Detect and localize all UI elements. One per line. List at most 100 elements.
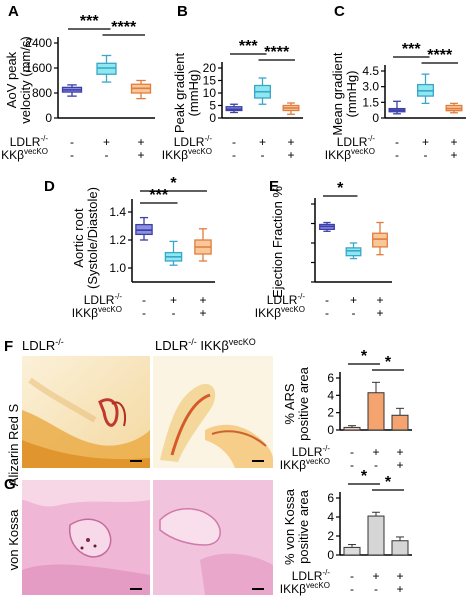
condition-ldlr-sign: - (350, 569, 354, 583)
panel-label-F: F (4, 338, 13, 355)
condition-ikk-sign: - (70, 148, 74, 162)
condition-ikk-text: IKKβ (280, 458, 306, 472)
condition-ldlr-sign: - (325, 293, 329, 307)
condition-ldlr-sign: + (372, 569, 379, 583)
condition-ikk-label: IKKβvecKO (280, 581, 330, 596)
y-axis-title: Mean gradient(mmHg) (330, 52, 359, 135)
significance-label: *** (402, 41, 421, 58)
condition-ldlr-sign: + (450, 135, 457, 149)
condition-ikk-sign: - (424, 148, 428, 162)
panel-label-B: B (177, 3, 188, 20)
condition-ldlr-text: LDLR (10, 135, 41, 149)
condition-ldlr-sign: - (142, 293, 146, 307)
condition-ikk-label: IKKβvecKO (255, 305, 305, 320)
condition-ikk-label: IKKβvecKO (280, 457, 330, 472)
condition-ldlr-sup: -/- (40, 134, 48, 143)
condition-ikk-text: IKKβ (280, 582, 306, 596)
condition-ldlr-sign: + (103, 135, 110, 149)
condition-ldlr-sign: - (232, 135, 236, 149)
y-tick-label: 3.0 (362, 80, 379, 94)
y-tick-label: 0 (372, 111, 379, 125)
condition-ikk-sign: + (450, 148, 457, 162)
condition-ikk-sign: - (105, 148, 109, 162)
y-tick-label: 20 (203, 61, 217, 75)
condition-ldlr-sup: -/- (204, 134, 212, 143)
condition-ldlr-sign: + (396, 445, 403, 459)
condition-ikk-sign: - (395, 148, 399, 162)
alizarin-row-label: Alizarin Red S (6, 403, 21, 486)
condition-ldlr-text: LDLR (267, 293, 298, 307)
condition-ldlr-label: LDLR-/- (10, 134, 49, 149)
condition-ikk-sign: + (396, 582, 403, 596)
condition-ikk-sign: - (142, 306, 146, 320)
condition-ikk-sign: - (352, 306, 356, 320)
panel-label-A: A (8, 3, 19, 20)
condition-ikk-sup: vecKO (351, 147, 375, 156)
condition-ldlr-sign: - (70, 135, 74, 149)
von-kossa-image-ldlr (22, 480, 150, 595)
y-axis-title-line: (mmHg) (344, 71, 359, 118)
y-tick-label: 4 (327, 510, 334, 524)
y-axis-title: AoV peakvelocity (mm/s) (4, 36, 33, 123)
alizarin-image-ldlr (22, 356, 150, 468)
condition-ldlr-text: LDLR (292, 569, 323, 583)
condition-ldlr-sign: - (395, 135, 399, 149)
significance-label: *** (80, 13, 99, 30)
condition-ldlr-sign: + (372, 445, 379, 459)
panel-label-E: E (269, 178, 279, 195)
condition-ikk-text: IKKβ (325, 148, 351, 162)
y-tick-label: 15 (203, 74, 217, 88)
alizarin-image-ikk (153, 356, 273, 468)
significance-label: * (361, 468, 368, 485)
significance-label: * (385, 354, 392, 371)
condition-ldlr-text: LDLR (84, 293, 115, 307)
y-axis-title-line: AoV peak (4, 51, 19, 108)
y-axis-title-line: velocity (mm/s) (18, 36, 33, 123)
condition-ikk-sign: - (374, 458, 378, 472)
condition-ikk-sign: + (199, 306, 206, 320)
significance-label: * (385, 474, 392, 491)
y-axis-title-line: positive area (296, 489, 311, 563)
condition-ikk-sign: - (325, 306, 329, 320)
condition-ikk-sup: vecKO (281, 305, 305, 314)
condition-ikk-label: IKKβvecKO (0, 147, 48, 162)
condition-ldlr-sup: -/- (322, 568, 330, 577)
y-axis-title-line: Aortic root (71, 208, 86, 268)
condition-ldlr-sign: - (350, 445, 354, 459)
panel-label-D: D (44, 178, 55, 195)
y-axis-title-line: (mmHg) (186, 70, 201, 117)
y-axis-title-line: % ARS (282, 383, 297, 425)
y-tick-label: 6 (327, 371, 334, 385)
condition-ikk-sign: + (287, 148, 294, 162)
condition-ldlr-sign: + (199, 293, 206, 307)
condition-ldlr-sign: + (259, 135, 266, 149)
significance-label: **** (427, 47, 453, 64)
condition-ikk-sup: vecKO (306, 581, 330, 590)
condition-ldlr-sup: -/- (367, 134, 375, 143)
condition-ldlr-label: LDLR-/- (292, 568, 331, 583)
condition-ldlr-label: LDLR-/- (337, 134, 376, 149)
condition-ldlr-label: LDLR-/- (267, 292, 306, 307)
significance-label: *** (239, 38, 258, 55)
condition-ldlr-text: LDLR (292, 445, 323, 459)
significance-label: * (337, 180, 344, 197)
y-tick-label: 5 (209, 99, 216, 113)
condition-ldlr-sup: -/- (322, 444, 330, 453)
y-axis-title: Peak gradient(mmHg) (172, 53, 201, 134)
bar (367, 515, 385, 556)
condition-ldlr-label: LDLR-/- (174, 134, 213, 149)
condition-ikk-sup: vecKO (24, 147, 48, 156)
condition-ikk-text: IKKβ (72, 306, 98, 320)
y-tick-label: 4.5 (362, 64, 379, 78)
y-tick-label: 2 (327, 529, 334, 543)
condition-ikk-sup: vecKO (306, 457, 330, 466)
y-tick-label: 1.5 (362, 95, 379, 109)
histology-images: F G LDLR-/- LDLR-/- IKKβvecKO Alizarin R… (4, 337, 273, 595)
y-tick-label: 2400 (25, 36, 52, 50)
condition-ikk-sign: - (374, 582, 378, 596)
condition-ldlr-label: LDLR-/- (292, 444, 331, 459)
